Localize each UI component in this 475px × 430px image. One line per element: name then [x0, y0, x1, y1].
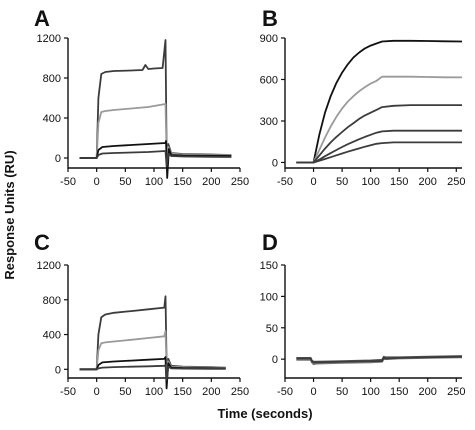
x-tick-label: -50 — [277, 386, 293, 398]
x-axis-title: Time (seconds) — [217, 406, 312, 421]
series-line-2 — [79, 103, 232, 159]
x-tick-label: 150 — [173, 386, 191, 398]
x-tick-label: 200 — [419, 386, 437, 398]
series-line-4 — [79, 150, 232, 167]
x-tick-label: -50 — [60, 386, 76, 398]
series-line-3 — [79, 356, 226, 390]
x-tick-label: 250 — [231, 386, 249, 398]
y-tick-label: 0 — [272, 157, 278, 169]
y-tick-label: 800 — [43, 295, 61, 307]
x-tick-label: 0 — [94, 386, 100, 398]
x-tick-label: 250 — [447, 386, 465, 398]
x-tick-label: 50 — [336, 386, 348, 398]
axis-frame — [67, 38, 240, 169]
x-tick-label: 100 — [361, 176, 379, 188]
x-tick-label: 0 — [94, 176, 100, 188]
x-tick-label: -50 — [277, 176, 293, 188]
y-tick-label: 800 — [43, 73, 61, 85]
x-tick-label: 0 — [310, 386, 316, 398]
x-tick-label: 150 — [390, 176, 408, 188]
x-tick-label: -50 — [60, 176, 76, 188]
panel-c: C 0 400 800 1200 -50 0 50 100 150 200 250 — [34, 230, 249, 398]
y-tick-label: 1200 — [37, 260, 61, 272]
y-tick-label: 0 — [55, 153, 61, 165]
series-line-1 — [79, 295, 226, 371]
series-line-4 — [296, 355, 463, 364]
series-line-4 — [296, 129, 462, 164]
x-tick-label: 250 — [231, 176, 249, 188]
y-tick-label: 400 — [43, 330, 61, 342]
series-line-1 — [79, 39, 232, 159]
y-tick-label: 1200 — [37, 33, 61, 45]
y-axis-title: Response Units (RU) — [2, 150, 17, 279]
axis-frame — [284, 38, 462, 169]
x-tick-label: 100 — [145, 176, 163, 188]
y-tick-label: 600 — [260, 74, 278, 86]
x-tick-label: 50 — [119, 176, 131, 188]
axis-frame — [67, 265, 240, 379]
y-tick-label: 900 — [260, 33, 278, 45]
panel-d: D 0 50 100 150 -50 0 50 100 150 200 250 — [260, 230, 466, 398]
y-tick-label: 300 — [260, 116, 278, 128]
series-line-3 — [79, 140, 232, 179]
series-line-3 — [296, 104, 462, 164]
x-tick-label: 200 — [419, 176, 437, 188]
x-tick-label: 50 — [336, 176, 348, 188]
x-tick-label: 100 — [361, 386, 379, 398]
y-tick-label: 50 — [266, 323, 278, 335]
x-tick-label: 150 — [173, 176, 191, 188]
x-tick-label: 250 — [447, 176, 465, 188]
y-tick-label: 100 — [260, 291, 278, 303]
y-tick-label: 0 — [272, 354, 278, 366]
series-line-2 — [296, 75, 463, 164]
panel-letter: B — [262, 6, 278, 31]
panel-a: A 0 400 800 1200 -50 0 50 100 150 200 250 — [34, 6, 249, 188]
x-tick-label: 200 — [202, 176, 220, 188]
y-tick-label: 150 — [260, 260, 278, 272]
x-tick-label: 150 — [390, 386, 408, 398]
x-tick-label: 100 — [145, 386, 163, 398]
x-tick-label: 0 — [310, 176, 316, 188]
panel-letter: A — [34, 6, 50, 31]
x-tick-label: 50 — [119, 386, 131, 398]
panel-letter: D — [262, 230, 278, 255]
series-line-4 — [79, 364, 226, 381]
series-line-5 — [296, 141, 462, 164]
y-tick-label: 0 — [55, 364, 61, 376]
x-tick-label: 200 — [202, 386, 220, 398]
panel-b: B 0 300 600 900 -50 0 50 100 150 200 250 — [260, 6, 466, 188]
y-tick-label: 400 — [43, 113, 61, 125]
series-line-1 — [296, 39, 463, 164]
panel-letter: C — [34, 230, 50, 255]
